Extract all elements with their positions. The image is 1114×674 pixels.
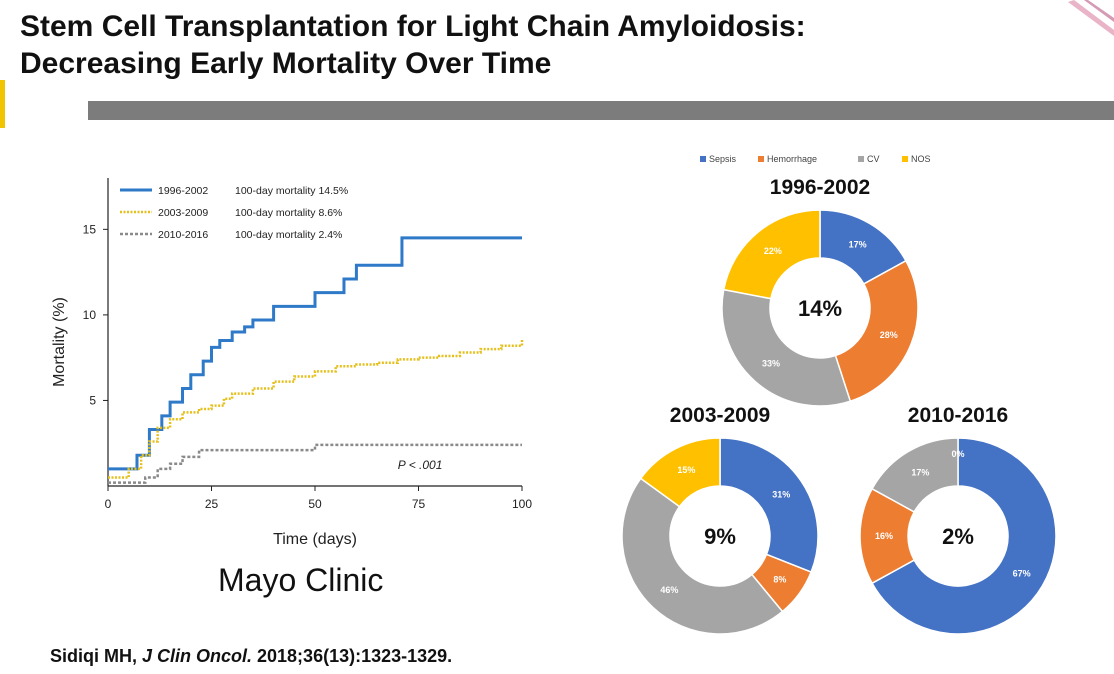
- corner-ribbon-decoration: [1068, 0, 1114, 36]
- pie-legend: Sepsis Hemorrhage CV NOS: [700, 154, 931, 164]
- title-line-2: Decreasing Early Mortality Over Time: [20, 47, 552, 80]
- series-line-1996-2002: [108, 236, 522, 471]
- slice-label-CV: 33%: [762, 359, 780, 369]
- slice-CV: [721, 288, 852, 407]
- line-chart-series: [108, 236, 524, 484]
- center-label: 9%: [704, 524, 736, 549]
- line-chart-axes: 0 25 50 75 100 5 10 15: [83, 178, 532, 511]
- line-chart-legend: 1996-2002 100-day mortality 14.5% 2003-200…: [120, 185, 348, 241]
- left-accent-bar: [0, 80, 5, 128]
- title-divider: [88, 101, 1114, 120]
- legend-label-1996-2002: 1996-2002: [158, 185, 208, 197]
- slice-CV: [871, 437, 959, 513]
- pie-title: 2010-2016: [908, 404, 1008, 427]
- slice-label-CV: 46%: [660, 585, 678, 595]
- donut-chart-1996-2002: 1996-2002 17% 28% 33% 22% 14%: [721, 176, 919, 407]
- title-line-1: Stem Cell Transplantation for Light Chai…: [20, 10, 806, 43]
- slice-label-Hemorrhage: 16%: [875, 531, 893, 541]
- pie-title: 1996-2002: [770, 176, 870, 199]
- legend-note-2003-2009: 100-day mortality 8.6%: [235, 207, 342, 219]
- citation: Sidiqi MH, J Clin Oncol. 2018;36(13):132…: [50, 646, 452, 667]
- slice-label-Hemorrhage: 28%: [880, 330, 898, 340]
- legend-swatch-Sepsis: [700, 156, 706, 162]
- slice-Sepsis: [871, 437, 1057, 635]
- y-axis-label: Mortality (%): [51, 297, 68, 387]
- slice-NOS: [722, 209, 821, 300]
- slice-label-NOS: 22%: [764, 246, 782, 256]
- legend-label-NOS: NOS: [911, 154, 931, 164]
- slice-Hemorrhage: [834, 259, 919, 403]
- x-tick-label: 0: [105, 497, 112, 511]
- center-label: 2%: [942, 524, 974, 549]
- slice-label-Sepsis: 31%: [772, 489, 790, 499]
- x-tick-label: 75: [412, 497, 426, 511]
- donut-chart-2010-2016: 2010-2016 67% 16% 17% 0% 2%: [859, 404, 1057, 635]
- x-tick-label: 100: [512, 497, 532, 511]
- legend-note-1996-2002: 100-day mortality 14.5%: [235, 185, 348, 197]
- legend-swatch-NOS: [902, 156, 908, 162]
- center-label: 14%: [798, 296, 842, 321]
- slice-label-Hemorrhage: 8%: [773, 574, 786, 584]
- pie-title: 2003-2009: [670, 404, 770, 427]
- legend-label-2010-2016: 2010-2016: [158, 229, 208, 241]
- legend-swatch-Hemorrhage: [758, 156, 764, 162]
- y-tick-label: 5: [89, 393, 96, 407]
- mortality-line-chart: 0 25 50 75 100 5 10 15 1996-2002 100-day mortali…: [51, 178, 532, 548]
- slice-label-NOS: 0%: [951, 449, 964, 459]
- citation-authors: Sidiqi MH,: [50, 646, 142, 666]
- slice-Sepsis: [719, 437, 819, 574]
- series-line-2003-2009: [108, 338, 524, 479]
- legend-label-Sepsis: Sepsis: [709, 154, 737, 164]
- x-tick-label: 50: [308, 497, 322, 511]
- slice-label-CV: 17%: [911, 467, 929, 477]
- y-tick-label: 10: [83, 308, 97, 322]
- donut-chart-2003-2009: 2003-2009 31% 8% 46% 15% 9%: [621, 404, 819, 635]
- slice-CV: [621, 477, 784, 635]
- citation-details: 2018;36(13):1323-1329.: [252, 646, 453, 666]
- legend-label-Hemorrhage: Hemorrhage: [767, 154, 817, 164]
- legend-note-2010-2016: 100-day mortality 2.4%: [235, 229, 342, 241]
- legend-swatch-CV: [858, 156, 864, 162]
- slice-label-Sepsis: 67%: [1013, 569, 1031, 579]
- x-tick-label: 25: [205, 497, 219, 511]
- x-axis-label: Time (days): [273, 531, 357, 548]
- legend-label-2003-2009: 2003-2009: [158, 207, 208, 219]
- institution-label: Mayo Clinic: [218, 562, 384, 598]
- series-line-2010-2016: [108, 443, 522, 484]
- slice-label-Sepsis: 17%: [849, 239, 867, 249]
- slide-title: Stem Cell Transplantation for Light Chai…: [20, 8, 806, 82]
- legend-label-CV: CV: [867, 154, 880, 164]
- p-value-annotation: P < .001: [398, 458, 443, 472]
- citation-journal: J Clin Oncol.: [142, 646, 253, 666]
- y-tick-label: 15: [83, 222, 97, 236]
- slice-NOS: [639, 437, 721, 508]
- slice-label-NOS: 15%: [677, 465, 695, 475]
